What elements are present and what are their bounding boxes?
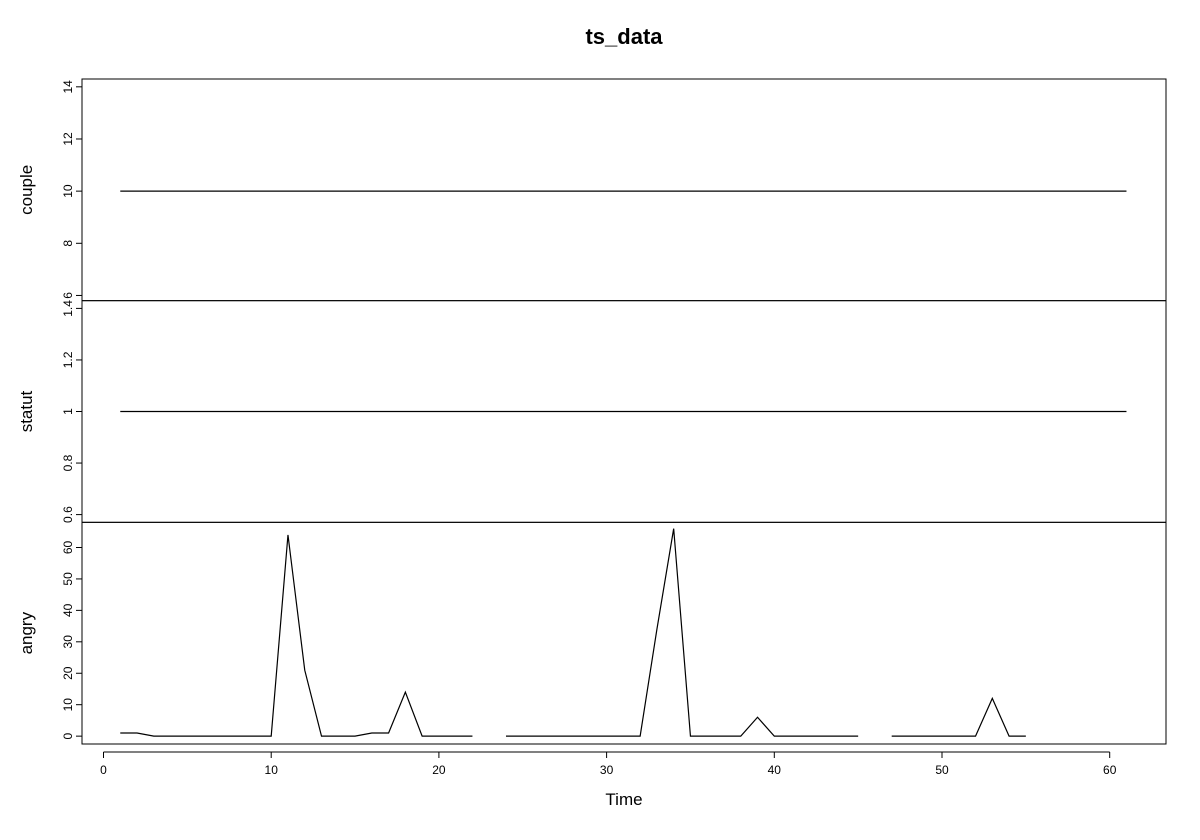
panel-frame-couple (81, 78, 1167, 302)
plot-layer: 6 8 10 12 14 couple 0.6 0.8 1 1.2 1.4 statut 0 10 20 30… (17, 78, 1167, 777)
y-tick-label-statut: 1.4 (61, 300, 75, 317)
y-tick-label-angry: 10 (61, 698, 75, 712)
y-tick-label-statut: 1 (61, 408, 75, 415)
x-tick-label: 30 (600, 763, 614, 777)
y-tick-label-angry: 20 (61, 666, 75, 680)
x-tick-label: 40 (768, 763, 782, 777)
y-tick-label-angry: 0 (61, 732, 75, 739)
panel-angry: 0 10 20 30 40 50 60 angry (17, 521, 1167, 745)
y-tick-label-couple: 12 (61, 132, 75, 146)
y-tick-label-statut: 0.6 (61, 506, 75, 523)
x-tick-label: 50 (935, 763, 949, 777)
chart-title: ts_data (585, 24, 663, 49)
y-axis-label-angry: angry (17, 611, 36, 654)
y-axis-label-statut: statut (17, 390, 36, 432)
y-axis-label-couple: couple (17, 165, 36, 215)
y-tick-label-couple: 6 (61, 292, 75, 299)
y-tick-label-angry: 40 (61, 603, 75, 617)
x-axis-label: Time (605, 790, 642, 809)
series-line-angry (120, 528, 1026, 737)
panel-frame-angry (81, 521, 1167, 745)
x-tick-label: 0 (100, 763, 107, 777)
y-tick-label-angry: 60 (61, 540, 75, 554)
y-tick-label-angry: 30 (61, 635, 75, 649)
y-tick-label-couple: 14 (61, 80, 75, 94)
y-tick-label-statut: 0.8 (61, 454, 75, 471)
y-tick-label-angry: 50 (61, 572, 75, 586)
panel-statut: 0.6 0.8 1 1.2 1.4 statut (17, 300, 1167, 523)
y-tick-label-couple: 8 (61, 240, 75, 247)
x-tick-label: 10 (265, 763, 279, 777)
panel-couple: 6 8 10 12 14 couple (17, 78, 1167, 302)
x-tick-label: 60 (1103, 763, 1117, 777)
y-tick-label-statut: 1.2 (61, 351, 75, 368)
y-tick-label-couple: 10 (61, 184, 75, 198)
x-tick-label: 20 (432, 763, 446, 777)
x-axis: 0 10 20 30 40 50 60 (100, 751, 1117, 777)
